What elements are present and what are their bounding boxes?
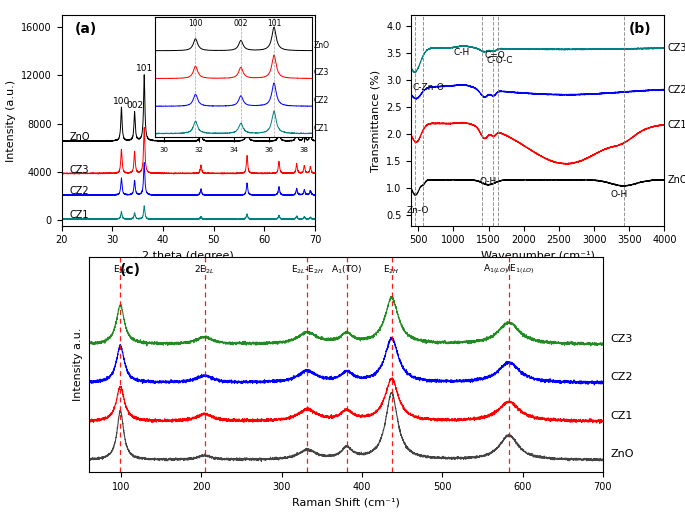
X-axis label: Raman Shift (cm⁻¹): Raman Shift (cm⁻¹) [292, 497, 400, 507]
Text: C-Zn-O: C-Zn-O [413, 83, 445, 92]
Text: C-H: C-H [453, 48, 470, 57]
Text: CZ2: CZ2 [69, 186, 89, 196]
Text: 112: 112 [296, 119, 313, 128]
Text: CZ3: CZ3 [668, 44, 685, 53]
Text: A$_{1(LO)}$/E$_{1(LO)}$: A$_{1(LO)}$/E$_{1(LO)}$ [483, 262, 535, 276]
Text: 101: 101 [136, 64, 153, 73]
Text: 100: 100 [113, 96, 130, 106]
Text: CZ3: CZ3 [69, 165, 89, 174]
Y-axis label: Transmittance (%): Transmittance (%) [371, 69, 380, 172]
Text: E$_{2H}$: E$_{2H}$ [384, 263, 400, 276]
Text: CZ1: CZ1 [611, 411, 633, 421]
Text: Zn-O: Zn-O [406, 206, 429, 215]
Text: (b): (b) [629, 22, 651, 36]
Y-axis label: Intensity (a.u.): Intensity (a.u.) [5, 80, 16, 162]
Text: (c): (c) [120, 263, 141, 277]
Text: A$_1$(TO): A$_1$(TO) [331, 263, 362, 276]
Text: CZ2: CZ2 [668, 85, 685, 94]
X-axis label: Wavenumber (cm⁻¹): Wavenumber (cm⁻¹) [481, 251, 595, 261]
Text: 2E$_{2L}$: 2E$_{2L}$ [195, 263, 215, 276]
Text: O-H: O-H [611, 190, 628, 199]
Text: 110: 110 [238, 104, 256, 113]
Text: CZ1: CZ1 [668, 120, 685, 130]
Text: 103: 103 [271, 113, 288, 122]
Text: 200: 200 [288, 116, 306, 126]
Text: ZnO: ZnO [69, 132, 90, 142]
Text: O-H: O-H [479, 176, 497, 186]
Text: ZnO: ZnO [668, 175, 685, 185]
Text: E$_{2L}$-E$_{2H}$: E$_{2L}$-E$_{2H}$ [291, 263, 324, 276]
Text: CZ3: CZ3 [611, 334, 633, 344]
Text: C-O-C: C-O-C [486, 56, 513, 65]
Text: ZnO: ZnO [611, 449, 634, 460]
X-axis label: 2 theta (degree): 2 theta (degree) [142, 251, 234, 261]
Text: (a): (a) [74, 22, 97, 36]
Text: 102: 102 [192, 117, 210, 126]
Y-axis label: Intensity a.u.: Intensity a.u. [73, 327, 84, 401]
Text: CZ2: CZ2 [611, 372, 634, 382]
Text: E$_{2L}$: E$_{2L}$ [113, 263, 128, 276]
Text: 002: 002 [126, 101, 143, 110]
Text: CZ1: CZ1 [69, 210, 89, 220]
Text: C=O: C=O [484, 51, 506, 60]
